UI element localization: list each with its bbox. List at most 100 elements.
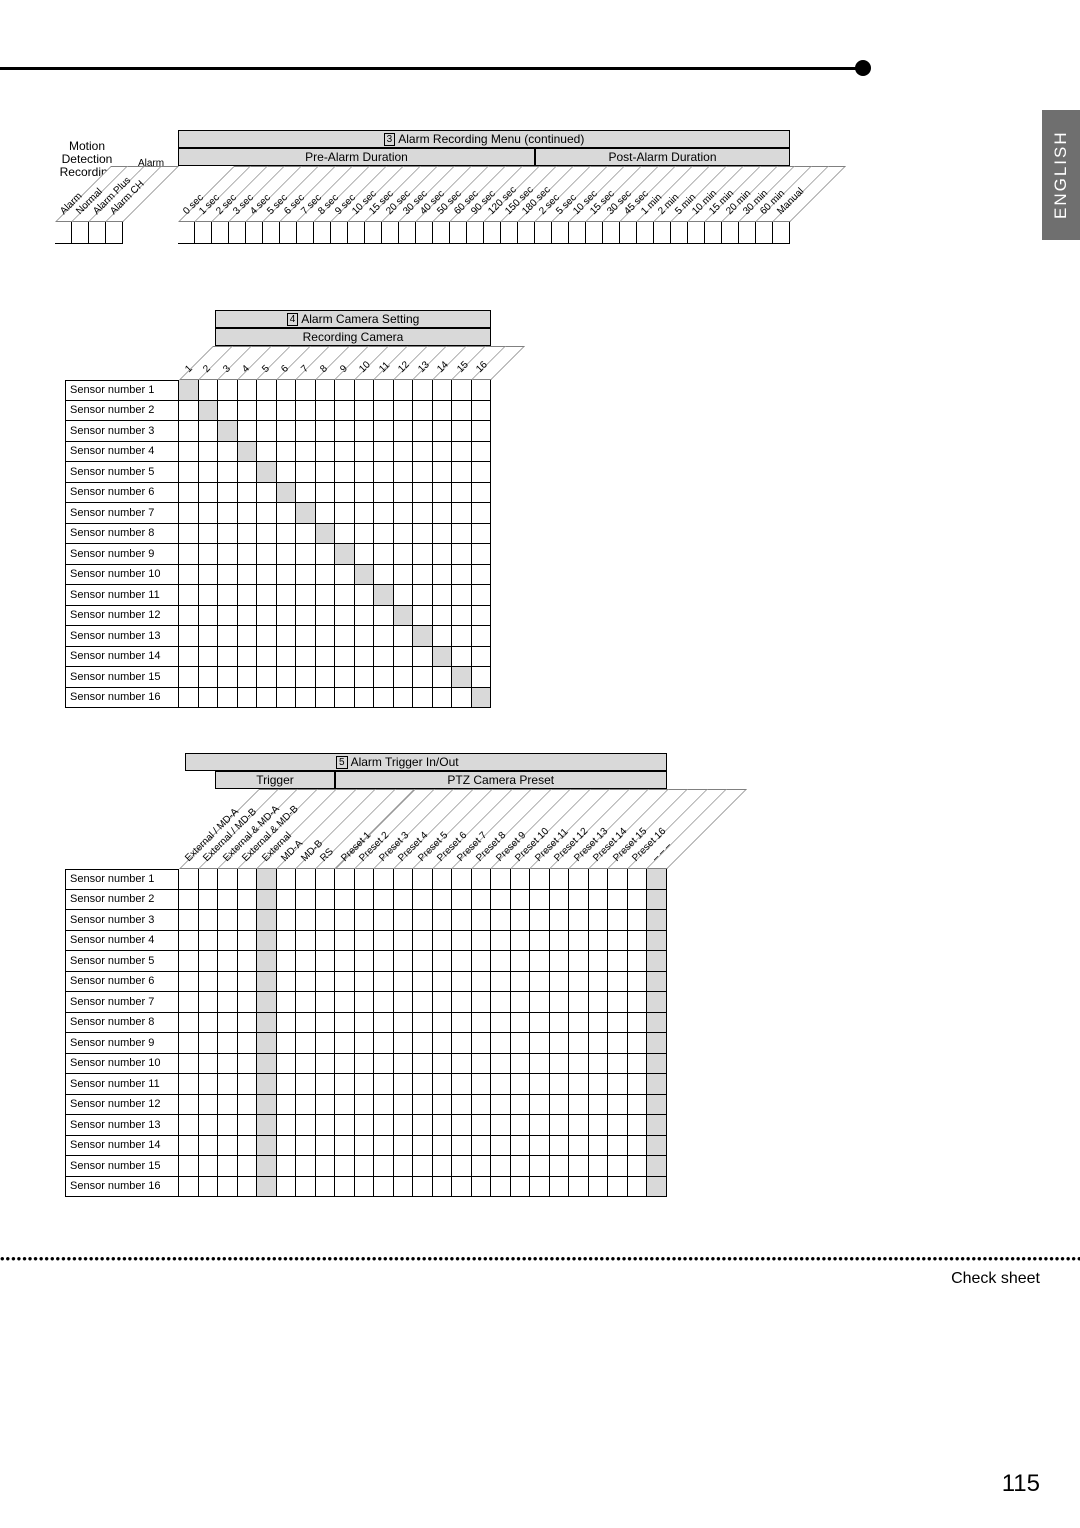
table-cell [433, 585, 453, 606]
table-cell [335, 869, 355, 890]
table-cell [511, 910, 531, 931]
sensor-row-label: Sensor number 12 [65, 606, 179, 627]
recording-camera-header: Recording Camera [215, 328, 491, 346]
table-cell [374, 1013, 394, 1034]
table-cell [316, 869, 336, 890]
table-cell [491, 951, 511, 972]
table-cell [433, 380, 453, 401]
table-cell [257, 647, 277, 668]
table-cell [257, 565, 277, 586]
table-cell [511, 931, 531, 952]
table-cell [374, 931, 394, 952]
table-cell [413, 380, 433, 401]
table-cell [530, 910, 550, 931]
table-cell [433, 1033, 453, 1054]
table-cell [238, 503, 258, 524]
sensor-row-label: Sensor number 8 [65, 1013, 179, 1034]
table-cell [628, 1095, 648, 1116]
section-number-box: 3 [384, 133, 396, 146]
table-cell [452, 442, 472, 463]
table-cell [472, 483, 492, 504]
section-number-box: 5 [336, 756, 348, 769]
table-cell [552, 222, 569, 244]
table-cell [550, 1156, 570, 1177]
table-cell [355, 931, 375, 952]
table-cell [589, 1177, 609, 1198]
table-cell [316, 401, 336, 422]
table-cell [472, 1177, 492, 1198]
column-header-label: 1 [183, 363, 195, 375]
table-cell [179, 667, 199, 688]
table-cell [472, 992, 492, 1013]
table-cell [238, 1177, 258, 1198]
sensor-row-label: Sensor number 10 [65, 565, 179, 586]
table-cell [238, 972, 258, 993]
table-cell [394, 1136, 414, 1157]
footer-label: Check sheet [951, 1270, 1040, 1288]
table-cell [413, 401, 433, 422]
table-cell [739, 222, 756, 244]
table-cell [199, 910, 219, 931]
table-cell [394, 380, 414, 401]
table-cell [452, 524, 472, 545]
table-cell [452, 462, 472, 483]
table-cell [218, 890, 238, 911]
table-cell [179, 462, 199, 483]
table-cell [413, 585, 433, 606]
table-cell [472, 626, 492, 647]
table-cell [238, 1136, 258, 1157]
table-cell [199, 544, 219, 565]
table-cell [433, 910, 453, 931]
table-cell [374, 910, 394, 931]
table-cell [277, 626, 297, 647]
table-cell [355, 688, 375, 709]
sensor-row-label: Sensor number 4 [65, 442, 179, 463]
table-cell [452, 1177, 472, 1198]
table-cell [394, 503, 414, 524]
table-cell [452, 869, 472, 890]
sensor-row-label: Sensor number 5 [65, 462, 179, 483]
sensor-row-label: Sensor number 1 [65, 869, 179, 890]
table-cell [491, 1095, 511, 1116]
table-cell [374, 462, 394, 483]
dotted-rule: ••••••••••••••••••••••••••••••••••••••••… [0, 1251, 1080, 1266]
table-cell [355, 1054, 375, 1075]
table-cell [316, 1177, 336, 1198]
table-cell [238, 1095, 258, 1116]
section-alarm-recording-menu: 3 Alarm Recording Menu (continued)Pre-Al… [55, 130, 865, 280]
table-cell [316, 503, 336, 524]
table-cell [550, 1074, 570, 1095]
table-cell [257, 1074, 277, 1095]
table-cell [199, 869, 219, 890]
table-cell [550, 972, 570, 993]
table-cell [647, 931, 667, 952]
section5-title: 5 Alarm Trigger In/Out [185, 753, 667, 771]
table-cell [472, 462, 492, 483]
table-cell [628, 1054, 648, 1075]
table-cell [647, 910, 667, 931]
table-cell [452, 401, 472, 422]
table-cell [199, 462, 219, 483]
table-cell [394, 1177, 414, 1198]
table-cell [394, 1156, 414, 1177]
table-cell [374, 626, 394, 647]
table-cell [374, 1156, 394, 1177]
table-cell [589, 910, 609, 931]
table-cell [179, 503, 199, 524]
table-cell [296, 421, 316, 442]
table-cell [433, 1013, 453, 1034]
table-cell [467, 222, 484, 244]
table-cell [472, 1136, 492, 1157]
table-cell [218, 483, 238, 504]
table-cell [179, 565, 199, 586]
table-cell [413, 1033, 433, 1054]
table-cell [511, 1156, 531, 1177]
table-cell [335, 647, 355, 668]
table-cell [550, 1013, 570, 1034]
table-cell [608, 1033, 628, 1054]
table-cell [472, 606, 492, 627]
table-cell [335, 401, 355, 422]
table-cell [569, 1095, 589, 1116]
table-cell [374, 992, 394, 1013]
table-cell [277, 565, 297, 586]
